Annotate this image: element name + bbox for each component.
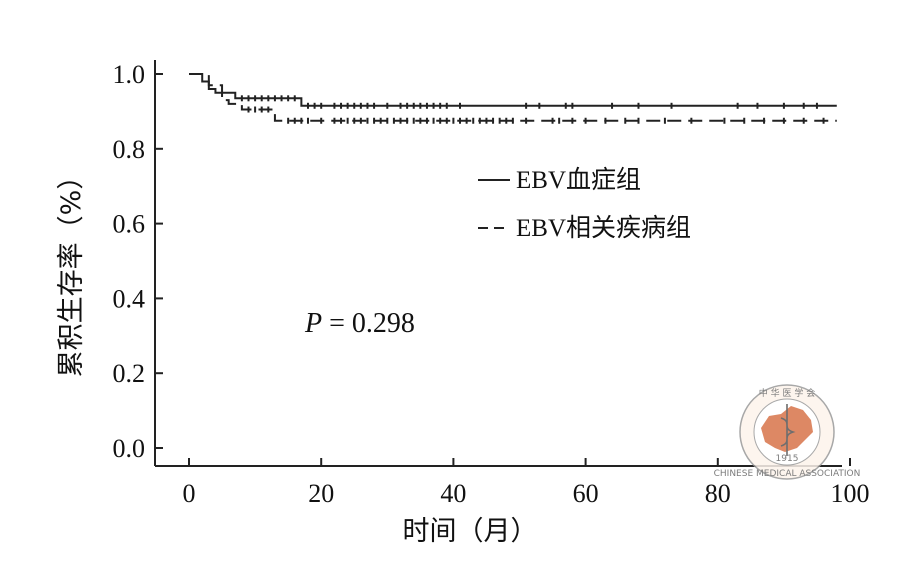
y-tick-label: 0.0 (113, 434, 146, 463)
x-tick-label: 20 (308, 479, 334, 508)
p-value-text: = 0.298 (322, 308, 415, 339)
x-tick-label: 60 (573, 479, 599, 508)
y-axis-label: 累积生存率（%） (56, 163, 87, 378)
seal-top-text: 中 华 医 学 会 (759, 387, 815, 399)
x-tick-label: 100 (831, 479, 870, 508)
association-seal: 中 华 医 学 会 1915 CHINESE MEDICAL ASSOCIATI… (714, 384, 861, 480)
x-axis-label: 时间（月） (403, 516, 538, 547)
chart-legend: EBV血症组 EBV相关疾病组 (478, 166, 691, 242)
seal-year: 1915 (776, 454, 799, 464)
series-2-curve (189, 73, 837, 122)
chart-curves (189, 73, 837, 124)
y-tick-label: 1.0 (113, 60, 146, 89)
chart-ticks: 0.0 0.2 0.4 0.6 0.8 1.0 0 20 40 60 80 100 (113, 60, 870, 508)
y-tick-label: 0.2 (113, 359, 146, 388)
legend-label-series-2: EBV相关疾病组 (516, 214, 691, 242)
seal-bottom-text: CHINESE MEDICAL ASSOCIATION (714, 469, 861, 479)
chart-axes (154, 60, 842, 467)
caduceus-icon (780, 404, 796, 456)
y-tick-label: 0.8 (113, 135, 146, 164)
y-tick-label: 0.6 (113, 210, 146, 239)
y-tick-label: 0.4 (113, 284, 146, 313)
x-tick-label: 80 (705, 479, 731, 508)
x-tick-label: 0 (183, 479, 196, 508)
x-tick-label: 40 (440, 479, 466, 508)
p-value-annotation: P = 0.298 (304, 308, 415, 339)
series-1-curve (189, 73, 837, 107)
p-value-label: P (304, 308, 322, 339)
legend-label-series-1: EBV血症组 (516, 166, 641, 194)
